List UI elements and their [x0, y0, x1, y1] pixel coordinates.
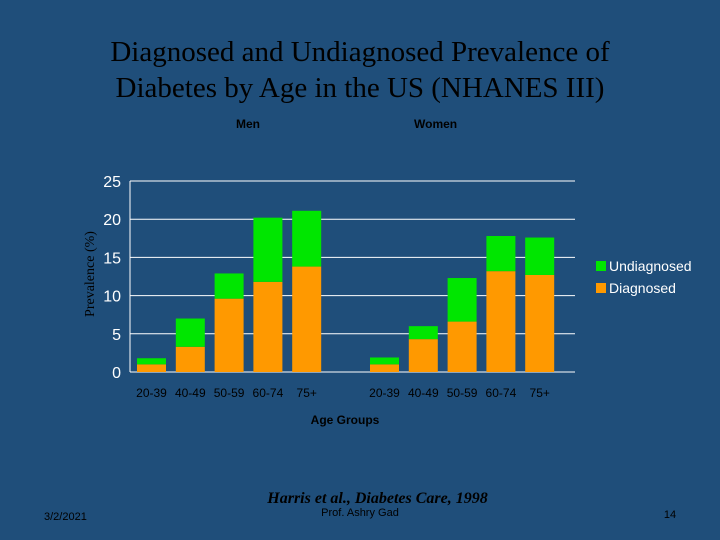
x-tick-label: 40-49	[175, 386, 206, 400]
bar-diagnosed-men-20-39	[137, 364, 166, 372]
x-tick-label: 60-74	[253, 386, 284, 400]
slide-title-line-1: Diagnosed and Undiagnosed Prevalence of	[110, 36, 610, 68]
legend-label-undiagnosed: Undiagnosed	[609, 258, 692, 274]
x-tick-label: 20-39	[136, 386, 167, 400]
x-tick-label: 50-59	[214, 386, 245, 400]
bar-undiagnosed-women-50-59	[447, 278, 477, 322]
bar-undiagnosed-men-50-59	[214, 273, 244, 299]
citation: Harris et al., Diabetes Care, 1998	[267, 490, 488, 507]
y-tick-label: 5	[112, 327, 121, 344]
x-axis-label: Age Groups	[311, 413, 380, 427]
bar-undiagnosed-women-60-74	[486, 236, 516, 272]
slide-title-line-2: Diabetes by Age in the US (NHANES III)	[115, 72, 605, 104]
bar-undiagnosed-men-40-49	[175, 318, 205, 347]
bar-diagnosed-women-75+	[525, 274, 555, 372]
bar-diagnosed-men-50-59	[214, 298, 244, 372]
legend-swatch-undiagnosed	[596, 261, 606, 271]
bar-diagnosed-women-40-49	[408, 339, 438, 372]
bar-diagnosed-women-60-74	[486, 271, 516, 372]
page-number: 14	[663, 509, 677, 521]
bar-undiagnosed-men-20-39	[137, 358, 166, 365]
x-tick-label: 75+	[530, 386, 550, 400]
group-label-men: Men	[236, 117, 260, 131]
group-label-women: Women	[414, 117, 458, 131]
legend-label-diagnosed: Diagnosed	[609, 280, 676, 296]
x-tick-label: 50-59	[447, 386, 478, 400]
y-tick-label: 20	[103, 212, 121, 229]
footer-author: Prof. Ashry Gad	[321, 507, 399, 519]
slide-title: Diagnosed and Undiagnosed Prevalence of …	[20, 34, 700, 106]
bar-undiagnosed-women-20-39	[370, 357, 399, 365]
footer-date: 3/2/2021	[44, 511, 87, 523]
x-tick-label: 60-74	[486, 386, 517, 400]
x-tick-label: 20-39	[369, 386, 400, 400]
bar-diagnosed-men-60-74	[253, 281, 283, 372]
bar-undiagnosed-women-40-49	[408, 326, 438, 340]
y-tick-label: 10	[103, 289, 121, 306]
bar-undiagnosed-women-75+	[525, 237, 555, 275]
bar-undiagnosed-men-75+	[292, 210, 322, 267]
x-tick-label: 75+	[297, 386, 317, 400]
y-axis-label: Prevalence (%)	[83, 231, 98, 317]
bar-diagnosed-men-75+	[292, 266, 322, 372]
y-tick-label: 15	[103, 250, 121, 267]
bar-diagnosed-women-50-59	[447, 321, 477, 372]
bar-undiagnosed-men-60-74	[253, 217, 283, 282]
x-tick-label: 40-49	[408, 386, 439, 400]
y-tick-label: 25	[103, 174, 121, 191]
bar-diagnosed-women-20-39	[370, 364, 399, 372]
bar-diagnosed-men-40-49	[175, 346, 205, 372]
legend-swatch-diagnosed	[596, 283, 606, 293]
y-tick-label: 0	[112, 365, 121, 382]
